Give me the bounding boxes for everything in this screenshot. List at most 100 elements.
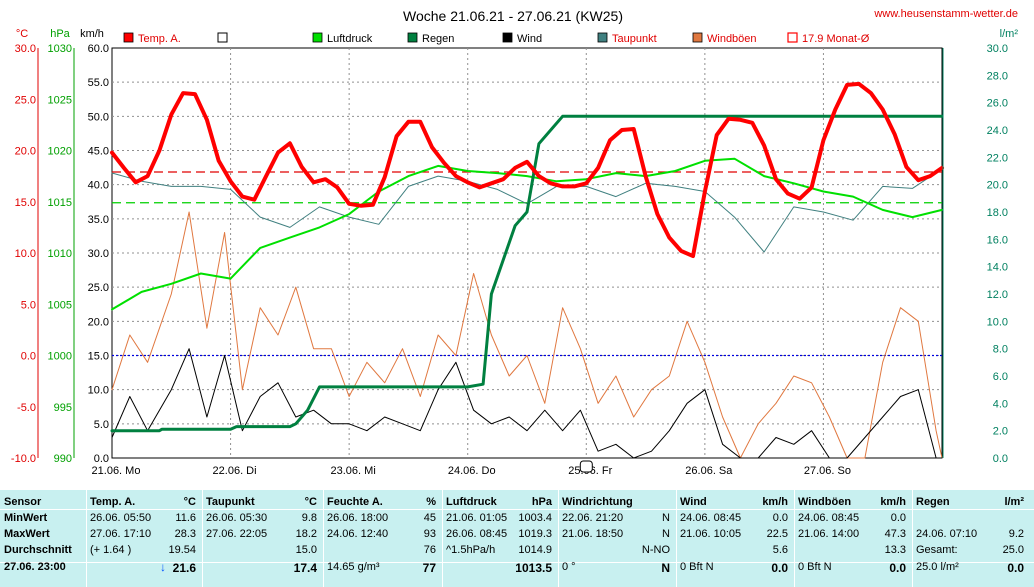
stats-column-separator (323, 490, 324, 587)
rain-tick-label: 6.0 (993, 371, 1008, 383)
pressure-tick-label: 1015 (48, 197, 72, 209)
wind-tick-label: 0.0 (94, 453, 109, 465)
stats-header: Windrichtung (562, 496, 633, 508)
stats-date: ^1.5hPa/h (446, 544, 496, 556)
stats-header: Wind (680, 496, 707, 508)
stats-value: 47.3 (884, 528, 906, 540)
pressure-unit-label: hPa (50, 28, 70, 40)
stats-date: 26.06. 18:00 (327, 512, 389, 524)
temp-tick-label: 15.0 (15, 197, 36, 209)
wind-tick-label: 40.0 (88, 180, 109, 192)
rain-tick-label: 22.0 (987, 152, 1008, 164)
stats-value: 18.2 (295, 528, 317, 540)
stats-unit: °C (183, 496, 196, 508)
stats-date: 27.06. 22:05 (206, 528, 268, 540)
stats-value: 25.0 (1002, 544, 1024, 556)
stats-value: 76 (423, 544, 436, 556)
stats-unit: km/h (880, 496, 906, 508)
stats-value: 19.54 (168, 544, 196, 556)
legend-label: Luftdruck (327, 33, 373, 45)
series-luftdruck (111, 157, 943, 311)
stats-date: 21.06. 10:05 (680, 528, 742, 540)
stats-date: 21.06. 01:05 (446, 512, 508, 524)
rain-tick-label: 24.0 (987, 125, 1008, 137)
day-label: 22.06. Di (213, 465, 257, 477)
stats-table: Sensor MinWert MaxWert Durchschnitt 27.06. 2… (0, 490, 1034, 587)
stats-date: Gesamt: (916, 544, 958, 556)
legend-swatch (502, 32, 513, 43)
stats-value: N (662, 512, 670, 524)
legend-swatch (312, 32, 323, 43)
stats-date: 21.06. 14:00 (798, 528, 860, 540)
wind-tick-label: 60.0 (88, 43, 109, 55)
stats-divider (0, 562, 1034, 563)
temp-tick-label: 10.0 (15, 248, 36, 260)
temp-tick-label: -5.0 (17, 402, 36, 414)
stats-value: 1019.3 (518, 528, 552, 540)
rain-tick-label: 16.0 (987, 234, 1008, 246)
site-link[interactable]: www.heusenstamm-wetter.de (873, 8, 1018, 20)
pressure-tick-label: 1030 (48, 43, 72, 55)
stats-current-value: 0.0 (1007, 561, 1024, 575)
grid-layer (111, 47, 943, 459)
legend-label: 17.9 Monat-Ø (802, 33, 870, 45)
stats-value: 15.0 (295, 544, 317, 556)
stats-row-label: MaxWert (4, 528, 50, 540)
stats-unit: hPa (531, 496, 552, 508)
legend-label: Regen (422, 33, 454, 45)
stats-value: 1014.9 (518, 544, 552, 556)
stats-value: 9.2 (1008, 528, 1024, 540)
stats-header: Temp. A. (90, 496, 136, 508)
stats-header: Sensor (4, 496, 42, 508)
temp-tick-label: 20.0 (15, 146, 36, 158)
day-label: 27.06. So (804, 465, 851, 477)
stats-date: 24.06. 08:45 (680, 512, 742, 524)
stats-current-value: 17.4 (293, 561, 317, 575)
chart-title: Woche 21.06.21 - 27.06.21 (KW25) (403, 8, 623, 24)
stats-column-separator (202, 490, 203, 587)
wind-tick-label: 5.0 (94, 419, 109, 431)
temp-tick-label: 5.0 (21, 299, 36, 311)
stats-date: 27.06. 17:10 (90, 528, 152, 540)
temp-tick-label: 25.0 (15, 94, 36, 106)
legend-swatch (787, 32, 798, 43)
rain-tick-label: 30.0 (987, 43, 1008, 55)
temp-unit-label: °C (16, 28, 28, 40)
wind-tick-label: 55.0 (88, 77, 109, 89)
temp-tick-label: 30.0 (15, 43, 36, 55)
day-label: 24.06. Do (448, 465, 496, 477)
stats-value: 28.3 (174, 528, 196, 540)
legend-swatch (407, 32, 418, 43)
rain-tick-label: 18.0 (987, 207, 1008, 219)
legend-label: Windböen (707, 33, 757, 45)
legend-label: Wind (517, 33, 542, 45)
pressure-tick-label: 1010 (48, 248, 72, 260)
stats-column-separator (442, 490, 443, 587)
series-temp-a (110, 81, 944, 259)
stats-date: 24.06. 08:45 (798, 512, 860, 524)
stats-header: Regen (916, 496, 950, 508)
stats-header: Luftdruck (446, 496, 497, 508)
stats-unit: °C (304, 496, 317, 508)
stats-value: N-NO (641, 544, 670, 556)
stats-current-extra: 0 ° (562, 561, 576, 573)
rain-tick-label: 4.0 (993, 398, 1008, 410)
stats-value: 0.0 (890, 512, 906, 524)
wind-tick-label: 35.0 (88, 214, 109, 226)
rain-tick-label: 0.0 (993, 453, 1008, 465)
day-label: 21.06. Mo (92, 465, 141, 477)
stats-current-value: 1013.5 (515, 561, 552, 575)
stats-column-separator (676, 490, 677, 587)
wind-unit-label: km/h (80, 28, 104, 40)
reference-lines (112, 171, 942, 357)
stats-date: 24.06. 12:40 (327, 528, 389, 540)
weather-chart: 30.0 25.0 20.0 15.0 10.0 5.0 0.0 -5.0 -10.0 1030 1… (11, 8, 1018, 477)
pressure-tick-label: 1005 (48, 299, 72, 311)
stats-current-value: 0.0 (771, 561, 788, 575)
stats-current-value: 77 (422, 561, 436, 575)
stats-divider (0, 509, 1034, 510)
stats-value: 1003.4 (518, 512, 552, 524)
stats-current-extra: 0 Bft N (798, 561, 832, 573)
series-layer (110, 81, 944, 459)
rain-tick-label: 10.0 (987, 316, 1008, 328)
